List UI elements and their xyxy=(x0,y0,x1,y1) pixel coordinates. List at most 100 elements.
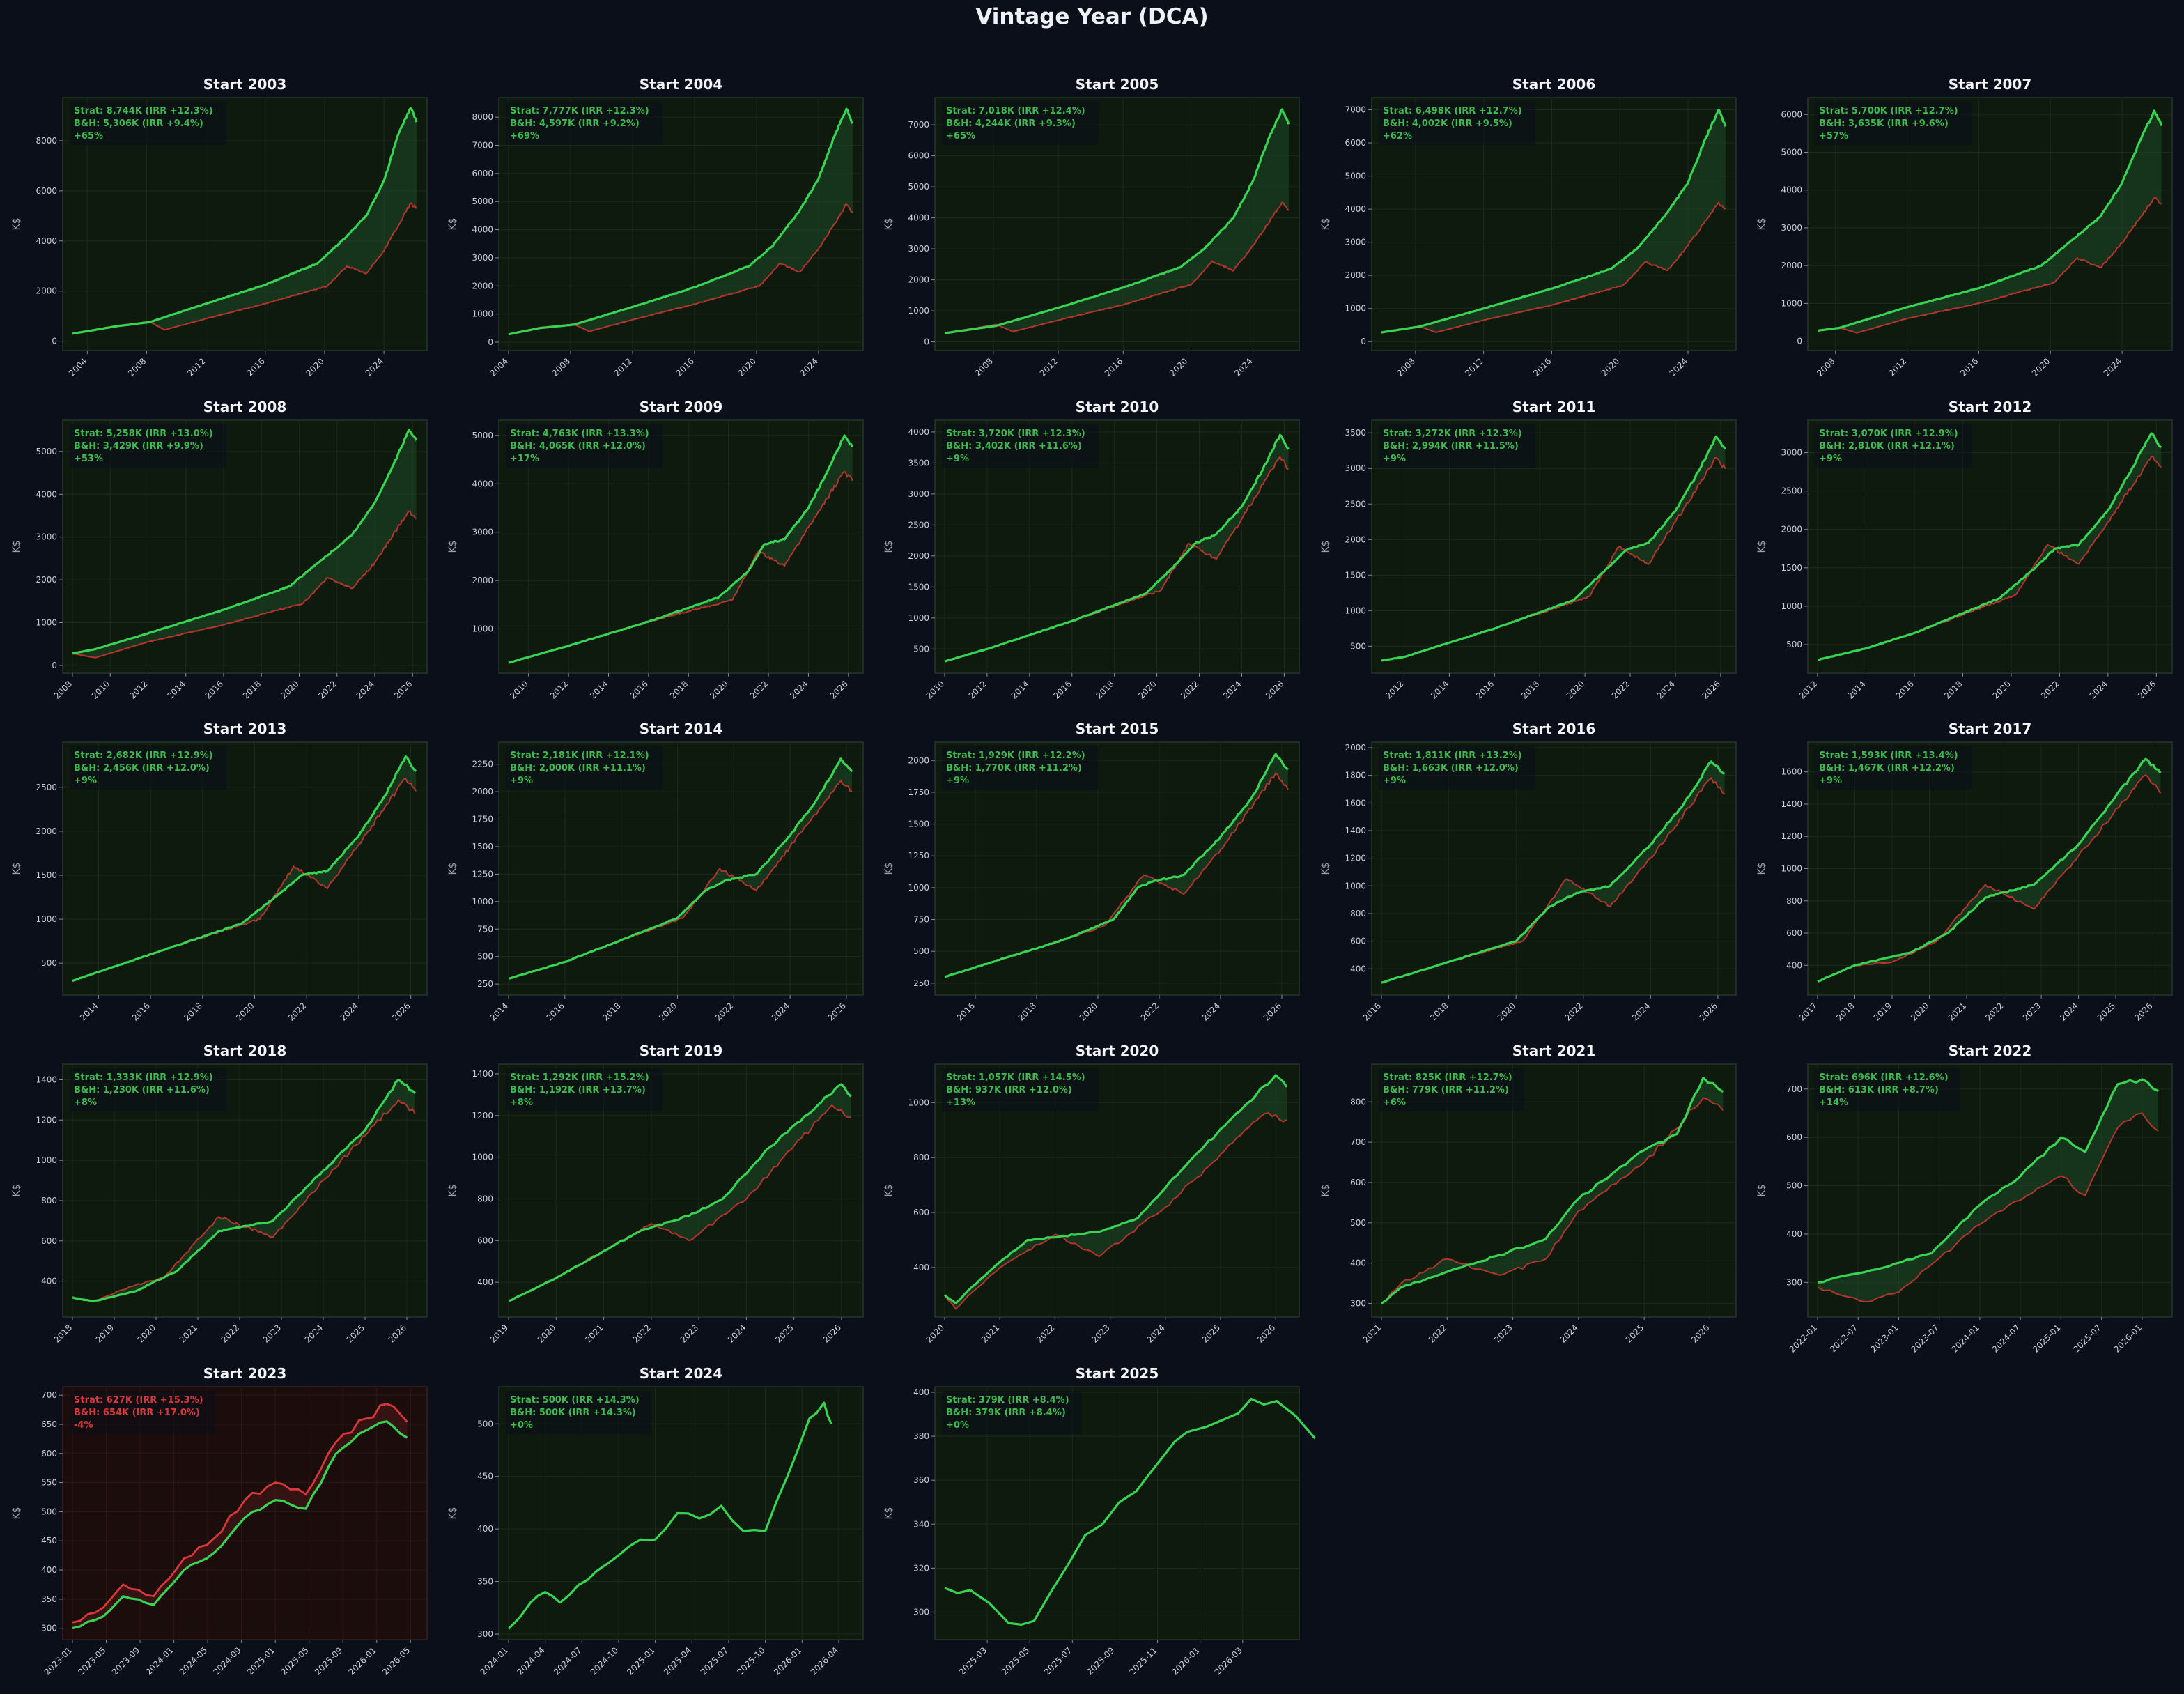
annotation-line: +9% xyxy=(946,776,969,786)
y-tick-label: 1800 xyxy=(1345,771,1366,780)
panel-title: Start 2020 xyxy=(1076,1042,1159,1059)
y-tick-label: 1250 xyxy=(908,851,929,861)
y-tick-label: 1000 xyxy=(1781,298,1802,308)
annotation-line: Strat: 825K (IRR +12.7%) xyxy=(1383,1072,1512,1083)
x-tick-label: 2026-01 xyxy=(1170,1645,1201,1677)
y-tick-label: 2000 xyxy=(472,787,493,796)
annotation-box xyxy=(1815,1068,1960,1111)
x-tick-label: 2018 xyxy=(241,679,263,700)
buyhold-series-line xyxy=(72,1098,416,1302)
y-tick-label: 1000 xyxy=(908,883,929,893)
y-tick-label: 1400 xyxy=(1781,799,1802,809)
x-tick-label: 2004 xyxy=(488,356,510,378)
x-tick-label: 2026 xyxy=(1701,679,1722,700)
x-tick-label: 2012 xyxy=(1384,679,1405,700)
y-tick-label: 400 xyxy=(477,1524,493,1534)
annotation-line: -4% xyxy=(74,1420,93,1431)
x-tick-label: 2024 xyxy=(1668,356,1689,378)
x-tick-label: 2022 xyxy=(316,679,338,700)
y-tick-label: 2000 xyxy=(1781,261,1802,270)
x-tick-label: 2024 xyxy=(1145,1323,1166,1344)
x-tick-label: 2017 xyxy=(1797,1001,1819,1022)
y-tick-label: 600 xyxy=(1350,1178,1366,1187)
x-tick-label: 2024 xyxy=(1655,679,1677,700)
y-axis-label: K$ xyxy=(1756,540,1767,553)
buyhold-series-line xyxy=(1381,1097,1724,1304)
x-tick-label: 2024 xyxy=(2087,679,2109,700)
x-tick-label: 2020 xyxy=(304,356,326,378)
x-tick-label: 2024-01 xyxy=(479,1645,510,1677)
y-tick-label: 7000 xyxy=(472,141,493,151)
x-tick-label: 2020 xyxy=(234,1001,256,1022)
annotation-line: B&H: 2,810K (IRR +12.1%) xyxy=(1819,441,1955,452)
y-tick-label: 6000 xyxy=(36,186,57,196)
annotation-line: Strat: 1,929K (IRR +12.2%) xyxy=(946,750,1085,761)
x-tick-label: 2008 xyxy=(1815,356,1836,378)
x-tick-label: 2016 xyxy=(245,356,266,378)
y-tick-label: 1000 xyxy=(1781,601,1802,611)
annotation-line: B&H: 3,402K (IRR +11.6%) xyxy=(946,441,1082,452)
x-tick-label: 2014 xyxy=(488,1001,510,1022)
y-tick-label: 500 xyxy=(1786,1181,1802,1191)
buyhold-series-line xyxy=(944,201,1290,334)
x-tick-label: 2026 xyxy=(821,1323,843,1344)
x-tick-label: 2024 xyxy=(788,679,810,700)
x-tick-label: 2024-09 xyxy=(211,1645,242,1677)
y-tick-label: 8000 xyxy=(36,136,57,146)
y-axis-label: K$ xyxy=(1756,217,1767,230)
outperformance-band xyxy=(509,435,853,663)
y-axis-label: K$ xyxy=(447,1507,458,1519)
y-tick-label: 0 xyxy=(52,337,57,346)
y-tick-label: 1000 xyxy=(36,1155,57,1165)
x-tick-label: 2024-04 xyxy=(515,1645,546,1677)
annotation-box xyxy=(942,1391,1082,1434)
y-tick-label: 600 xyxy=(41,1449,57,1458)
x-tick-label: 2021 xyxy=(178,1323,199,1344)
x-tick-label: 2025-01 xyxy=(2031,1323,2062,1354)
chart-panel: 400 600 800 1000 1200 1400 2018 2019 2020 2021 202… xyxy=(11,1042,428,1345)
strategy-series-line xyxy=(508,1083,852,1302)
y-tick-label: 3500 xyxy=(1345,428,1366,438)
x-tick-label: 2026 xyxy=(826,1001,848,1022)
y-tick-label: 2000 xyxy=(472,281,493,291)
x-tick-label: 2026 xyxy=(1264,679,1285,700)
y-tick-label: 1500 xyxy=(1781,563,1802,573)
y-axis-label: K$ xyxy=(447,862,458,875)
y-tick-label: 1000 xyxy=(1345,606,1366,615)
annotation-box xyxy=(942,746,1099,790)
x-tick-label: 2020 xyxy=(1565,679,1586,700)
annotation-line: Strat: 2,682K (IRR +12.9%) xyxy=(74,750,213,761)
y-tick-label: 450 xyxy=(41,1536,57,1546)
x-tick-label: 2025-01 xyxy=(625,1645,656,1677)
annotation-box xyxy=(1815,102,1972,145)
y-tick-label: 400 xyxy=(41,1277,57,1286)
annotation-line: +53% xyxy=(74,454,103,464)
strategy-series-line xyxy=(1817,1078,2159,1284)
annotation-box xyxy=(70,1391,215,1434)
annotation-line: +9% xyxy=(946,454,969,464)
y-tick-label: 5000 xyxy=(1781,147,1802,157)
x-tick-label: 2020 xyxy=(1600,356,1621,378)
y-tick-label: 600 xyxy=(1786,1132,1802,1142)
strategy-series-line xyxy=(1817,757,2162,983)
x-tick-label: 2025-01 xyxy=(245,1645,277,1677)
x-tick-label: 2014 xyxy=(1009,679,1030,700)
x-tick-label: 2024 xyxy=(1558,1323,1579,1344)
y-tick-label: 350 xyxy=(477,1577,493,1587)
y-tick-label: 500 xyxy=(477,952,493,962)
y-tick-label: 500 xyxy=(1350,1218,1366,1228)
y-tick-label: 0 xyxy=(52,661,57,670)
x-tick-label: 2024 xyxy=(364,356,385,378)
chart-panel: 0 1000 2000 3000 4000 5000 6000 2008 2012 2016 202… xyxy=(1756,76,2173,378)
x-tick-label: 2020 xyxy=(1136,679,1158,700)
buyhold-series-line xyxy=(72,510,417,659)
y-tick-label: 1000 xyxy=(472,309,493,319)
panel-title: Start 2008 xyxy=(203,399,287,415)
x-tick-label: 2026 xyxy=(1255,1323,1277,1344)
y-tick-label: 3000 xyxy=(1781,448,1802,458)
x-tick-label: 2026 xyxy=(390,1001,412,1022)
x-tick-label: 2018 xyxy=(1942,679,1964,700)
x-tick-label: 2020 xyxy=(736,356,758,378)
y-tick-label: 400 xyxy=(913,1263,929,1272)
